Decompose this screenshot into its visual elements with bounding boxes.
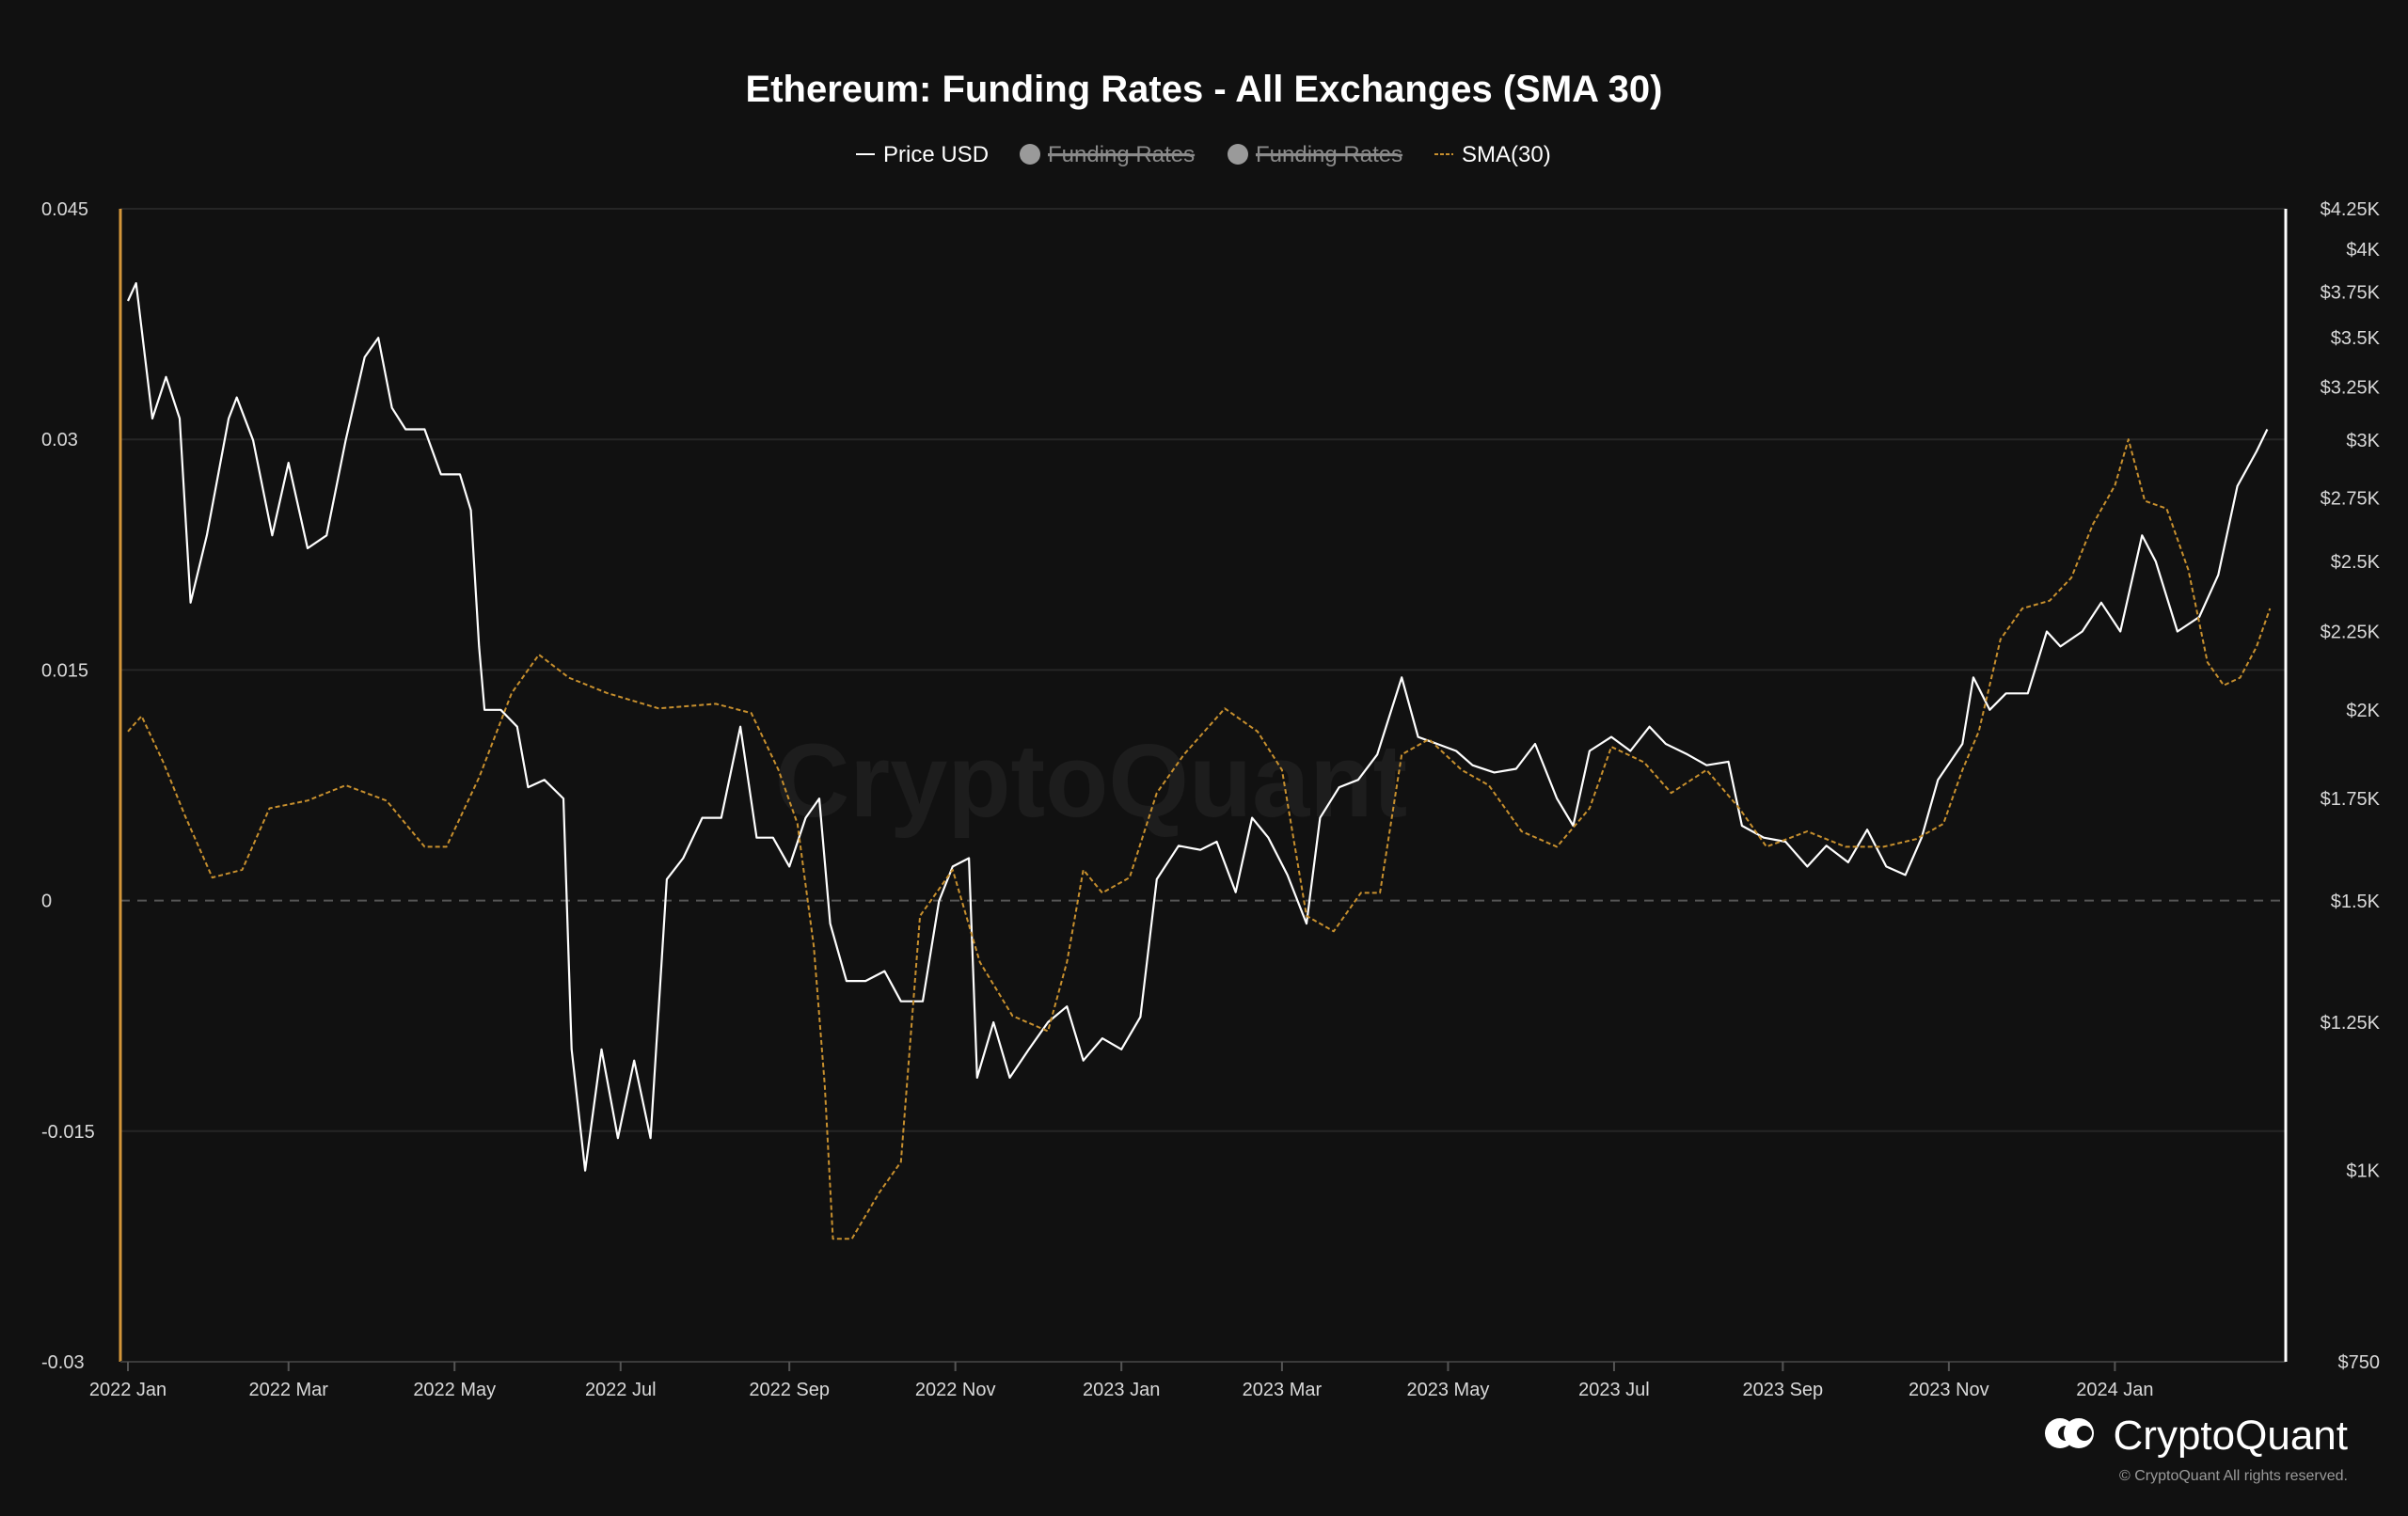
y-right-tick-label: $1.25K: [2321, 1013, 2381, 1034]
y-right-tick-label: $3.25K: [2321, 378, 2381, 399]
x-tick-label: 2023 Jan: [1083, 1380, 1160, 1400]
y-right-tick-label: $4.25K: [2321, 199, 2381, 220]
y-right-tick-label: $4K: [2346, 240, 2380, 261]
legend-label: Price USD: [883, 142, 989, 167]
y-right-tick-label: $3.5K: [2331, 328, 2381, 349]
y-right-tick-label: $1.5K: [2331, 892, 2381, 912]
x-tick-label: 2023 May: [1407, 1380, 1490, 1400]
copyright: © CryptoQuant All rights reserved.: [2119, 1468, 2348, 1484]
series-line-sma-30: [127, 438, 2272, 1240]
series-layer: [127, 282, 2272, 1240]
grid: [119, 208, 2288, 1363]
y-right-tick-label: $750: [2338, 1352, 2381, 1373]
x-tick-label: 2022 May: [413, 1380, 496, 1400]
y-left-tick-label: 0.015: [41, 660, 88, 681]
x-tick-label: 2022 Sep: [749, 1380, 830, 1400]
y-right-tick-label: $3.75K: [2321, 282, 2381, 303]
y-left-tick-label: 0.03: [41, 430, 78, 450]
y-left-tick-label: -0.015: [41, 1122, 95, 1143]
logo-text: CryptoQuant: [2114, 1413, 2348, 1459]
y-right-tick-label: $2.5K: [2331, 552, 2381, 573]
chart-title: Ethereum: Funding Rates - All Exchanges …: [746, 69, 1663, 110]
y-axis-right: $4.25K $4K $3.75K $3.5K $3.25K $3K $2.75K $2.5K…: [2321, 199, 2381, 1373]
legend-dot-icon: [1228, 144, 1248, 165]
x-tick-label: 2023 Nov: [1909, 1380, 1989, 1400]
x-tick-label: 2022 Jul: [585, 1380, 657, 1400]
x-tick-label: 2023 Sep: [1743, 1380, 1824, 1400]
y-right-tick-label: $1K: [2346, 1161, 2380, 1182]
x-tick-label: 2022 Nov: [915, 1380, 996, 1400]
legend-item[interactable]: SMA(30): [1434, 142, 1551, 167]
x-tick-label: 2023 Jul: [1578, 1380, 1650, 1400]
x-tick-label: 2022 Mar: [248, 1380, 328, 1400]
y-left-tick-label: -0.03: [41, 1352, 85, 1373]
y-left-tick-label: 0: [41, 892, 52, 912]
y-left-tick-label: 0.045: [41, 199, 88, 220]
x-tick-label: 2023 Mar: [1243, 1380, 1323, 1400]
legend-label: SMA(30): [1462, 142, 1551, 167]
x-tick-label: 2022 Jan: [89, 1380, 166, 1400]
legend-item[interactable]: Price USD: [856, 142, 989, 167]
legend-item[interactable]: Funding Rates: [1228, 142, 1402, 167]
x-tick-label: 2024 Jan: [2076, 1380, 2153, 1400]
y-axis-left: 0.045 0.03 0.015 0 -0.015 -0.03: [41, 199, 95, 1373]
y-right-tick-label: $1.75K: [2321, 789, 2381, 810]
y-right-tick-label: $2.75K: [2321, 489, 2381, 510]
x-axis: 2022 Jan 2022 Mar 2022 May 2022 Jul 2022 Sep…: [89, 1362, 2154, 1400]
legend: Price USD Funding Rates Funding Rates SMA(3…: [856, 142, 1551, 167]
legend-dot-icon: [1020, 144, 1040, 165]
y-right-tick-label: $2.25K: [2321, 623, 2381, 643]
y-right-tick-label: $2K: [2346, 701, 2380, 721]
cryptoquant-logo: CryptoQuant: [2045, 1413, 2348, 1459]
watermark: CryptoQuant: [775, 723, 1407, 839]
y-right-tick-label: $3K: [2346, 431, 2380, 451]
series-line-price-usd: [127, 282, 2269, 1172]
legend-item[interactable]: Funding Rates: [1020, 142, 1195, 167]
logo-mark-icon: [2045, 1418, 2094, 1448]
